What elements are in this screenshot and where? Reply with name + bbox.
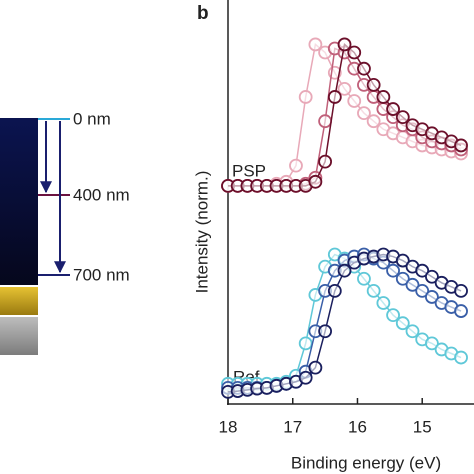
data-point	[454, 138, 468, 153]
data-point	[308, 360, 323, 375]
data-point	[347, 94, 362, 108]
x-tick-label: 15	[413, 417, 432, 436]
data-point	[327, 283, 342, 298]
substrate-layer	[0, 317, 38, 355]
data-point	[337, 37, 352, 52]
data-point	[425, 269, 439, 284]
depth-label: 0 nm	[73, 109, 111, 128]
data-point	[318, 324, 333, 339]
data-point	[395, 110, 410, 125]
data-point	[395, 316, 410, 331]
data-point	[318, 114, 333, 129]
data-point	[415, 283, 430, 298]
data-point	[357, 106, 371, 121]
gold-layer	[0, 287, 38, 315]
y-axis-label: Intensity (norm.)	[192, 171, 211, 294]
data-point	[454, 304, 468, 318]
x-tick-label: 18	[219, 417, 238, 436]
data-point	[376, 296, 391, 310]
panel-label: b	[197, 3, 209, 24]
data-point	[395, 253, 410, 268]
x-tick-label: 16	[348, 417, 367, 436]
data-point	[308, 174, 323, 189]
data-point	[386, 102, 400, 116]
data-point	[454, 350, 468, 365]
data-point	[318, 154, 333, 169]
data-point	[366, 77, 381, 92]
data-point	[366, 283, 381, 298]
data-point	[415, 263, 430, 278]
data-point	[289, 158, 303, 173]
depth-label: 400 nm	[73, 185, 130, 204]
data-point	[454, 283, 468, 298]
data-point	[308, 37, 323, 52]
data-point	[298, 336, 313, 351]
data-point	[337, 263, 352, 278]
data-point	[347, 45, 362, 60]
data-point	[366, 114, 381, 129]
depth-label: 700 nm	[73, 265, 130, 284]
data-point	[327, 90, 342, 104]
data-point	[337, 81, 352, 96]
data-point	[357, 271, 371, 286]
layer-stack: 0 nm 400 nm 700 nm	[0, 109, 130, 355]
data-point	[386, 308, 400, 323]
annotation: PSP	[232, 161, 266, 180]
data-point	[386, 263, 400, 278]
data-point	[405, 277, 420, 292]
data-point	[357, 61, 371, 76]
x-tick-label: 17	[283, 417, 302, 436]
data-point	[405, 324, 420, 339]
x-axis-label: Binding energy (eV)	[291, 453, 441, 472]
data-point	[298, 90, 313, 104]
data-point	[425, 290, 439, 304]
data-point	[395, 271, 410, 286]
perovskite-layer	[0, 118, 38, 285]
data-point	[425, 336, 439, 351]
data-point	[376, 90, 391, 104]
data-point	[298, 370, 313, 385]
